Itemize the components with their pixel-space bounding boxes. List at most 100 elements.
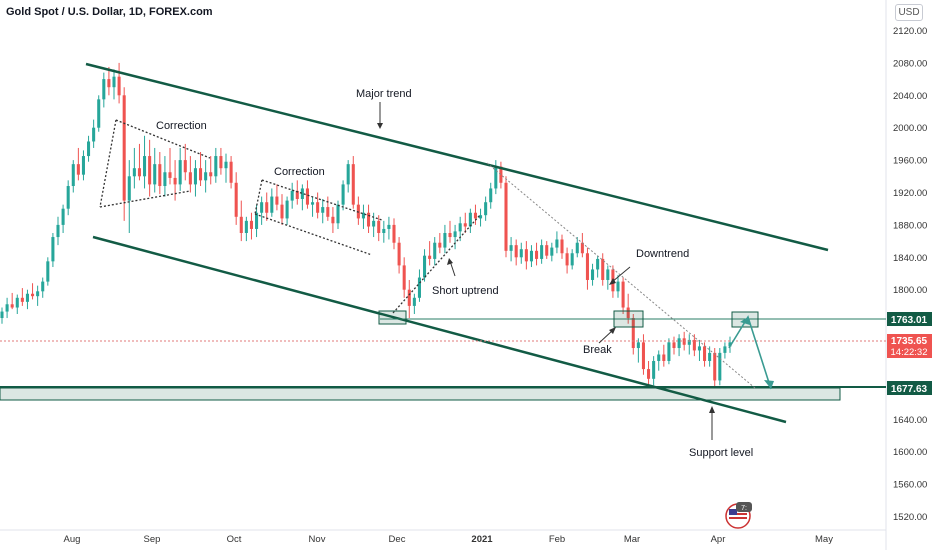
major-trend-pointer-head bbox=[377, 123, 383, 129]
candle-body bbox=[305, 188, 309, 205]
candle-body bbox=[524, 249, 528, 262]
candle-body bbox=[260, 202, 264, 213]
y-tick-label: 1600.00 bbox=[893, 447, 927, 458]
resistance-price-label: 1763.01 bbox=[891, 315, 928, 326]
candle-body bbox=[290, 190, 294, 201]
candle-body bbox=[428, 255, 432, 259]
candle-body bbox=[677, 338, 681, 349]
candle-body bbox=[575, 242, 579, 254]
candle-body bbox=[285, 200, 289, 219]
candle-body bbox=[580, 242, 584, 254]
candle-body bbox=[61, 208, 65, 225]
bar-countdown-label: 14:22:32 bbox=[891, 347, 928, 358]
short-uptrend-line bbox=[392, 214, 481, 314]
candle-body bbox=[468, 212, 472, 227]
x-tick-label: Apr bbox=[711, 534, 726, 545]
candle-body bbox=[372, 220, 376, 227]
y-tick-label: 1560.00 bbox=[893, 480, 927, 491]
candle-body bbox=[341, 184, 345, 205]
x-tick-label: May bbox=[815, 534, 833, 545]
support-price-tag bbox=[887, 381, 932, 395]
candle-body bbox=[667, 342, 671, 361]
correction-2-lower bbox=[254, 213, 373, 256]
candle-body bbox=[311, 202, 315, 205]
candle-body bbox=[346, 164, 350, 185]
candle-body bbox=[392, 224, 396, 243]
candle-body bbox=[224, 161, 228, 169]
candle-body bbox=[692, 339, 696, 351]
candle-body bbox=[662, 354, 666, 361]
candle-body bbox=[570, 253, 574, 266]
support-zone bbox=[0, 387, 841, 401]
candle-body bbox=[5, 304, 9, 312]
candle-body bbox=[56, 224, 60, 238]
candle-body bbox=[244, 220, 248, 233]
candle-body bbox=[657, 354, 661, 361]
candle-body bbox=[448, 233, 452, 238]
current-price-tag bbox=[887, 334, 932, 358]
candle-body bbox=[234, 182, 238, 217]
candle-body bbox=[458, 223, 462, 232]
y-tick-label: 1960.00 bbox=[893, 156, 927, 167]
currency-button[interactable]: USD bbox=[895, 4, 923, 21]
candle-body bbox=[122, 95, 126, 201]
candle-body bbox=[295, 190, 299, 199]
candle-body bbox=[20, 297, 24, 302]
support-price-label: 1677.63 bbox=[891, 384, 928, 395]
candle-body bbox=[382, 228, 386, 233]
short-uptrend-pointer-head bbox=[447, 258, 453, 265]
x-tick-label: Feb bbox=[549, 534, 565, 545]
break-pointer bbox=[598, 329, 614, 344]
projection-arrow-down bbox=[764, 380, 774, 389]
y-tick-label: 2000.00 bbox=[893, 123, 927, 134]
candle-body bbox=[596, 258, 600, 270]
candle-body bbox=[514, 245, 518, 258]
candle-body bbox=[423, 255, 427, 278]
candle-body bbox=[158, 164, 162, 187]
x-tick-label: Nov bbox=[309, 534, 326, 545]
candle-body bbox=[46, 261, 50, 282]
candle-body bbox=[438, 242, 442, 248]
candle-body bbox=[316, 202, 320, 213]
candle-body bbox=[163, 172, 167, 187]
y-tick-label: 1800.00 bbox=[893, 285, 927, 296]
y-tick-label: 1880.00 bbox=[893, 220, 927, 231]
candle-body bbox=[239, 216, 243, 233]
candle-body bbox=[484, 202, 488, 216]
annotation-major-trend: Major trend bbox=[356, 88, 412, 100]
candle-body bbox=[402, 265, 406, 290]
x-tick-label: 2021 bbox=[471, 534, 493, 545]
candle-body bbox=[499, 166, 503, 183]
candle-body bbox=[143, 156, 147, 177]
candle-body bbox=[280, 204, 284, 219]
correction-2-left bbox=[254, 179, 263, 215]
svg-text:7:: 7: bbox=[741, 505, 747, 512]
candle-body bbox=[255, 212, 259, 229]
x-tick-label: Sep bbox=[144, 534, 161, 545]
downtrend-pointer-head bbox=[609, 278, 616, 285]
candle-body bbox=[616, 281, 620, 292]
candle-body bbox=[367, 212, 371, 227]
candle-body bbox=[601, 258, 605, 280]
candle-body bbox=[275, 196, 279, 205]
candle-body bbox=[87, 141, 91, 157]
candle-body bbox=[173, 177, 177, 185]
us-flag-event-icon[interactable]: 7: bbox=[725, 502, 752, 529]
candle-body bbox=[504, 182, 508, 251]
candle-body bbox=[331, 216, 335, 224]
candle-body bbox=[703, 346, 707, 361]
annotation-downtrend: Downtrend bbox=[636, 248, 689, 260]
candle-body bbox=[137, 168, 141, 177]
candle-body bbox=[214, 156, 218, 177]
time-axis[interactable]: Aug Sep Oct Nov Dec 2021 Feb Mar Apr May bbox=[64, 534, 834, 545]
candle-body bbox=[15, 297, 19, 308]
candle-body bbox=[249, 220, 253, 229]
y-tick-label: 1520.00 bbox=[893, 512, 927, 523]
candle-body bbox=[652, 360, 656, 379]
candle-body bbox=[31, 293, 35, 297]
candle-body bbox=[621, 281, 625, 308]
annotation-short-uptrend: Short uptrend bbox=[432, 285, 499, 297]
candle-body bbox=[209, 172, 213, 177]
drawings bbox=[0, 62, 886, 440]
